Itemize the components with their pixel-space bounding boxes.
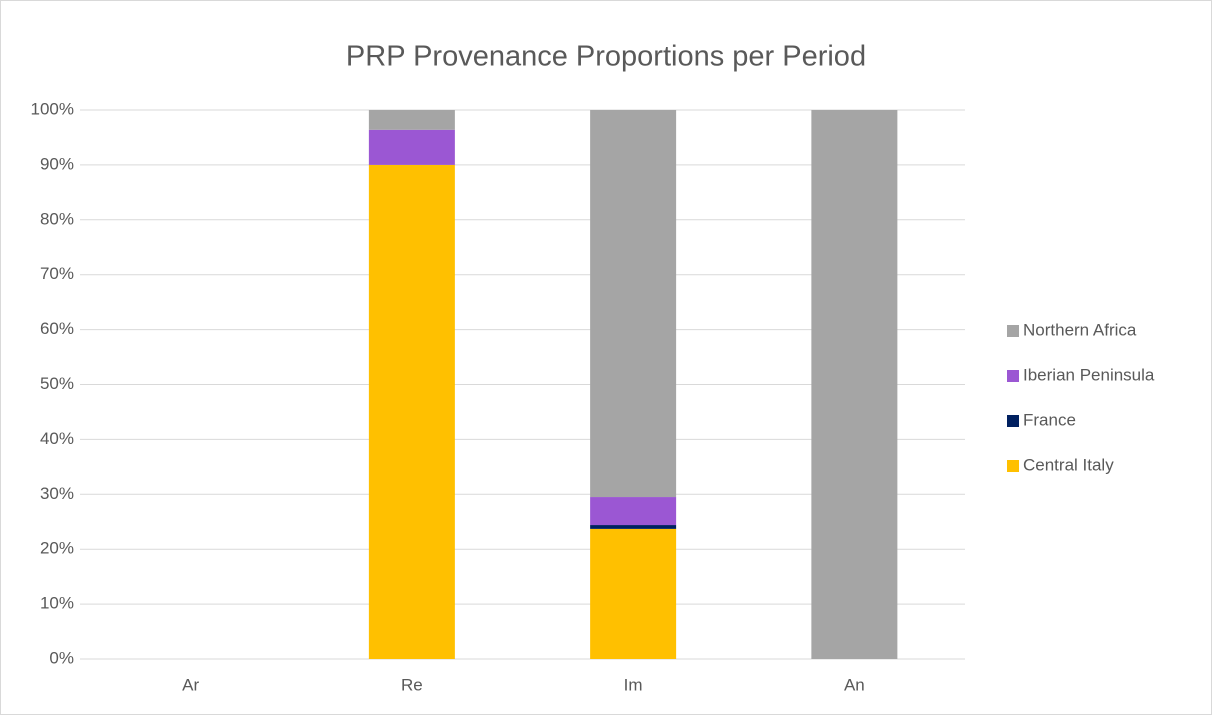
bar-segment [590, 528, 677, 659]
y-tick-label: 70% [40, 264, 74, 283]
bar-segment [590, 110, 677, 498]
bar-segment [368, 129, 455, 165]
bar-segment [590, 497, 677, 526]
x-tick-label: Re [401, 675, 423, 694]
y-tick-label: 60% [40, 319, 74, 338]
legend-swatch [1007, 415, 1019, 427]
y-tick-label: 90% [40, 154, 74, 173]
y-tick-label: 20% [40, 539, 74, 558]
y-tick-label: 100% [31, 99, 74, 118]
legend-swatch [1007, 325, 1019, 337]
y-tick-label: 30% [40, 484, 74, 503]
legend-label: Central Italy [1023, 455, 1114, 474]
bar-segment [368, 164, 455, 659]
y-tick-label: 40% [40, 429, 74, 448]
chart-title: PRP Provenance Proportions per Period [346, 41, 866, 73]
x-tick-label: Ar [182, 675, 199, 694]
legend-swatch [1007, 460, 1019, 472]
legend-swatch [1007, 370, 1019, 382]
y-tick-label: 80% [40, 209, 74, 228]
y-tick-label: 0% [49, 648, 74, 667]
x-tick-label: Im [624, 675, 643, 694]
x-tick-label: An [844, 675, 865, 694]
legend-label: Northern Africa [1023, 320, 1137, 339]
legend-label: France [1023, 410, 1076, 429]
bar-segment [368, 110, 455, 130]
bar-segment [811, 110, 898, 659]
legend-label: Iberian Peninsula [1023, 365, 1155, 384]
y-tick-label: 10% [40, 594, 74, 613]
bar-segment [590, 525, 677, 529]
y-tick-label: 50% [40, 374, 74, 393]
